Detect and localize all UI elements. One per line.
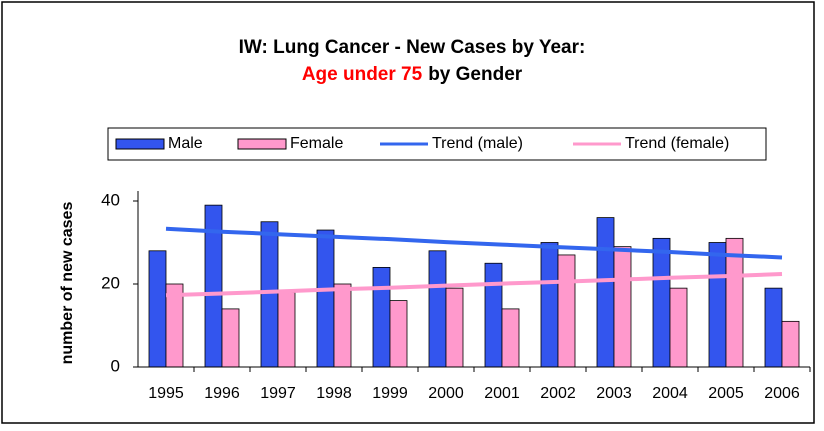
subtitle: by Gender [428, 64, 523, 85]
legend-label: Trend (male) [432, 135, 523, 152]
x-tick-label: 1995 [148, 385, 184, 402]
bar [221, 308, 240, 368]
trend-line [165, 272, 783, 298]
bar [260, 221, 279, 368]
subtitle-highlight: Age under 75 [302, 64, 423, 85]
bar [333, 283, 352, 368]
x-tick-label: 1997 [260, 385, 296, 402]
legend-box [107, 127, 767, 161]
bar [652, 237, 671, 368]
legend-swatch [115, 138, 165, 150]
trend-line [165, 226, 783, 260]
y-tick-label: 40 [101, 190, 120, 209]
bar [708, 242, 727, 368]
x-tick-label: 2006 [764, 385, 800, 402]
bar [764, 287, 783, 368]
x-tick-label: 2004 [652, 385, 688, 402]
bar [148, 250, 167, 368]
x-tick-label: 2002 [540, 385, 576, 402]
bar [501, 308, 520, 368]
bar [445, 287, 464, 368]
y-tick-label: 20 [101, 273, 120, 292]
y-axis-label: number of new cases [59, 202, 76, 365]
bar [428, 250, 447, 368]
x-tick-label: 2005 [708, 385, 744, 402]
bar [389, 300, 408, 368]
x-tick-label: 1998 [316, 385, 352, 402]
bar [781, 320, 800, 368]
bar [596, 217, 615, 368]
x-tick-label: 1996 [204, 385, 240, 402]
bar [669, 287, 688, 368]
x-tick-label: 1999 [372, 385, 408, 402]
legend-swatch [237, 138, 287, 150]
bar [277, 291, 296, 368]
bar [372, 266, 391, 368]
x-tick-label: 2000 [428, 385, 464, 402]
legend-label: Female [290, 135, 343, 152]
legend-label: Trend (female) [625, 135, 729, 152]
bar [484, 262, 503, 368]
bar [316, 229, 335, 368]
y-tick-label: 0 [111, 356, 120, 375]
x-tick-label: 2003 [596, 385, 632, 402]
bar [540, 242, 559, 368]
legend-label: Male [168, 135, 203, 152]
bar [557, 254, 576, 368]
bar [613, 246, 632, 368]
chart-title: IW: Lung Cancer - New Cases by Year: [239, 37, 586, 58]
x-tick-label: 2001 [484, 385, 520, 402]
chart-subtitle: Age under 75 by Gender [302, 64, 523, 85]
bar [725, 237, 744, 368]
